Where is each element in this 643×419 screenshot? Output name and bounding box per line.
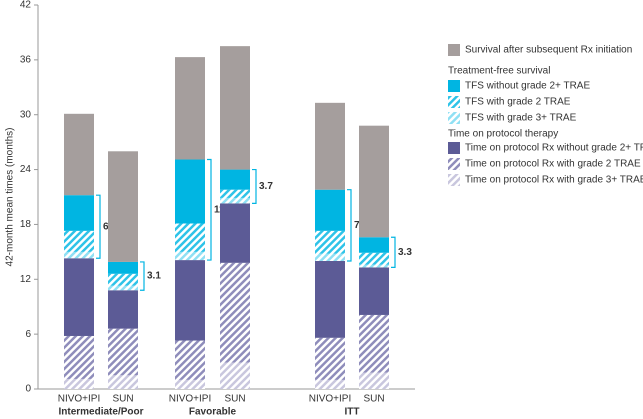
x-tick-label: NIVO+IPI	[58, 394, 101, 405]
legend-heading: Time on protocol therapy	[448, 129, 558, 140]
bar-segment	[64, 335, 94, 379]
bar-segment	[359, 372, 389, 389]
bar-segment	[220, 197, 250, 204]
y-tick-label: 6	[25, 329, 31, 340]
bar-segment	[359, 314, 389, 373]
bar-segment	[359, 267, 389, 315]
bar-segment	[359, 264, 389, 268]
legend-label: Time on protocol Rx with grade 2 TRAE	[465, 159, 641, 170]
bar-segment	[108, 375, 138, 389]
legend-label: TFS without grade 2+ TRAE	[465, 81, 590, 92]
bar-segment	[175, 223, 205, 252]
legend-heading: Treatment-free survival	[448, 66, 550, 77]
bar-segment	[64, 195, 94, 231]
legend-swatch	[448, 80, 460, 92]
x-tick-label: NIVO+IPI	[309, 394, 352, 405]
bar-segment	[64, 113, 94, 196]
bar-segment	[220, 362, 250, 389]
tfs-bracket	[347, 189, 352, 262]
bar-segment	[175, 57, 205, 160]
bar-segment	[220, 169, 250, 190]
bar-segment	[359, 237, 389, 253]
bar-segment	[315, 379, 345, 389]
bar-segment	[315, 337, 345, 380]
bar-segment	[220, 203, 250, 263]
bar-segment	[315, 230, 345, 254]
bar-segment	[64, 378, 94, 389]
group-label: Intermediate/Poor	[58, 407, 143, 418]
bar-segment	[64, 258, 94, 336]
bar-segment	[175, 379, 205, 389]
legend-label: TFS with grade 3+ TRAE	[465, 113, 577, 124]
y-tick-label: 18	[20, 219, 32, 230]
bar-segment	[108, 328, 138, 376]
y-axis-label: 42-month mean times (months)	[5, 128, 16, 267]
legend-swatch	[448, 174, 460, 186]
legend-swatch	[448, 112, 460, 124]
tfs-bracket	[207, 158, 212, 261]
bar-segment	[108, 261, 138, 274]
legend-label: Time on protocol Rx without grade 2+ TRA…	[465, 143, 643, 154]
x-tick-label: SUN	[224, 394, 245, 405]
bar-segment	[315, 102, 345, 190]
legend-swatch	[448, 96, 460, 108]
bar-segment	[359, 252, 389, 265]
bar-segment	[359, 125, 389, 238]
y-tick-label: 24	[20, 164, 32, 175]
x-tick-label: SUN	[112, 394, 133, 405]
tfs-bracket	[140, 261, 145, 291]
group-label: Favorable	[189, 407, 237, 418]
bar-segment	[175, 251, 205, 261]
legend-label: Survival after subsequent Rx initiation	[465, 45, 632, 56]
bar-segment	[175, 159, 205, 224]
y-tick-label: 36	[20, 54, 32, 65]
y-tick-label: 42	[20, 0, 32, 11]
group-label: ITT	[345, 407, 360, 418]
annotation: 3.1	[147, 271, 161, 282]
legend-swatch	[448, 44, 460, 56]
bar-segment	[64, 251, 94, 259]
annotation: 3.7	[259, 181, 273, 192]
tfs-bracket	[391, 236, 396, 268]
legend-swatch	[448, 142, 460, 154]
y-tick-label: 30	[20, 109, 32, 120]
legend-label: Time on protocol Rx with grade 3+ TRAE	[465, 175, 643, 186]
x-tick-label: SUN	[363, 394, 384, 405]
bar-segment	[220, 189, 250, 198]
bar-segment	[220, 262, 250, 363]
bar-segment	[175, 260, 205, 341]
bar-segment	[108, 273, 138, 286]
tfs-bracket	[96, 194, 101, 259]
bar-segment	[108, 290, 138, 329]
y-tick-label: 12	[20, 274, 32, 285]
legend-swatch	[448, 158, 460, 170]
bar-segment	[108, 151, 138, 262]
bar-segment	[64, 230, 94, 252]
legend-label: TFS with grade 2 TRAE	[465, 97, 571, 108]
y-tick-label: 0	[25, 384, 31, 395]
x-tick-label: NIVO+IPI	[169, 394, 212, 405]
bar-segment	[220, 46, 250, 170]
tfs-bracket	[252, 168, 257, 204]
bar-segment	[315, 189, 345, 231]
bar-segment	[315, 253, 345, 261]
bar-segment	[108, 285, 138, 291]
annotation: 3.3	[398, 247, 412, 258]
bar-segment	[175, 340, 205, 380]
bar-segment	[315, 261, 345, 338]
